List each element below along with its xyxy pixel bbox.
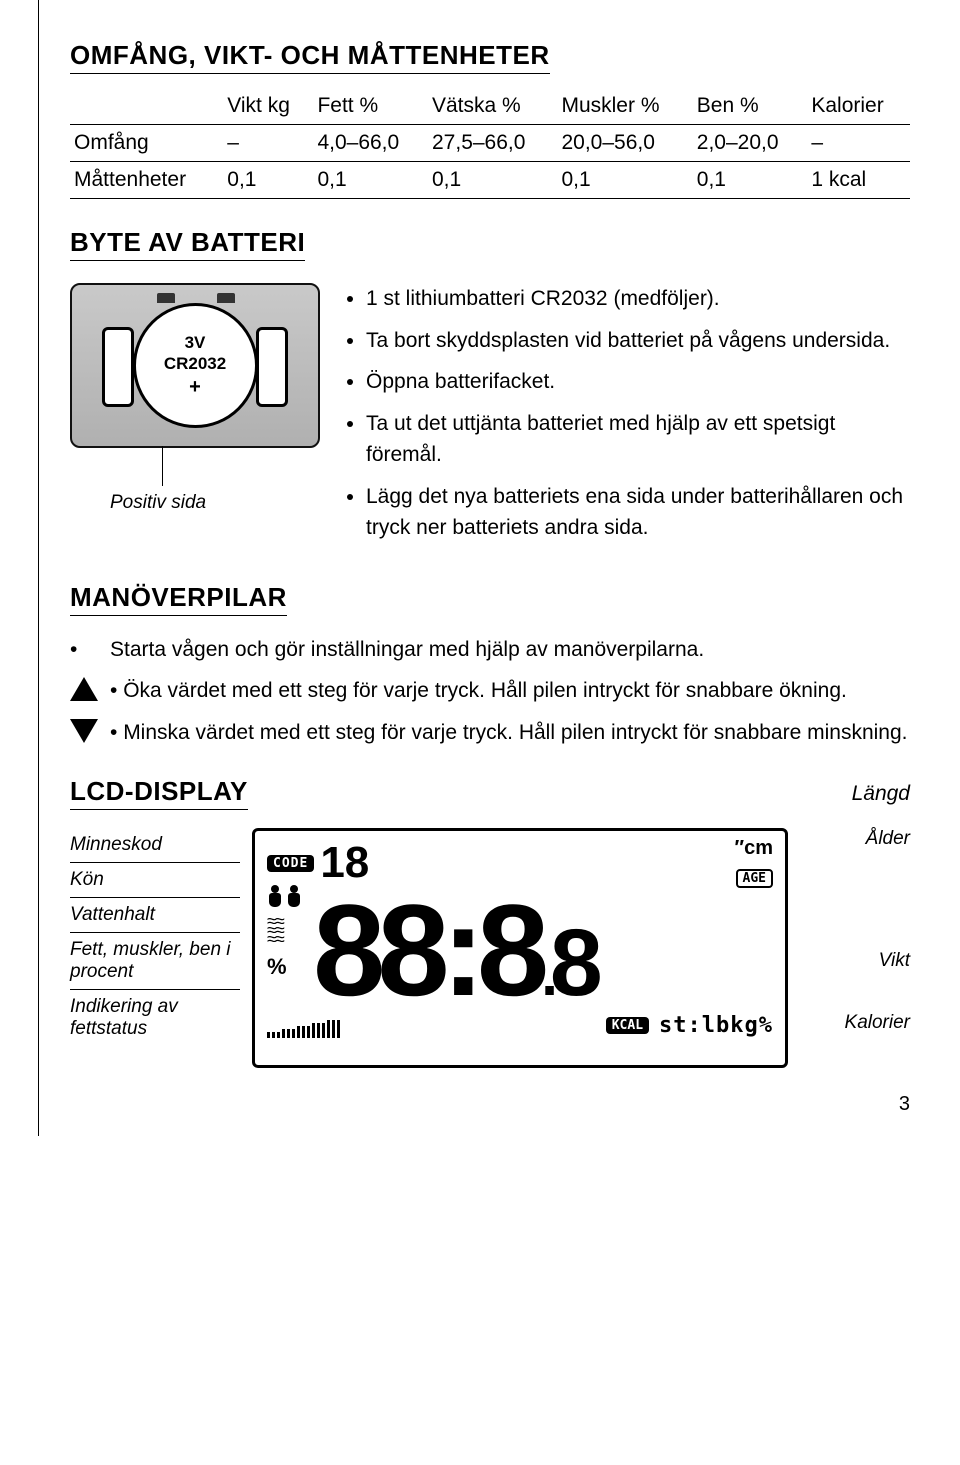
- ranges-table: Vikt kg Fett % Vätska % Muskler % Ben % …: [70, 88, 910, 199]
- battery-plus-icon: +: [189, 376, 201, 399]
- col-ben: Ben %: [693, 88, 808, 125]
- percent-icon: %: [267, 954, 302, 980]
- arrows-intro: Starta vågen och gör inställningar med h…: [110, 634, 704, 666]
- section-title-battery: BYTE AV BATTERI: [70, 227, 305, 261]
- section-battery: BYTE AV BATTERI 3V CR2032 + Positiv sida…: [70, 227, 910, 554]
- gender-icon: [267, 885, 302, 907]
- water-icon: ≈≈≈≈≈≈: [267, 917, 302, 944]
- lcd-label-fettstatus: Indikering av fettstatus: [70, 989, 240, 1046]
- battery-box: 3V CR2032 +: [70, 283, 320, 448]
- battery-voltage: 3V: [185, 333, 206, 352]
- arrow-down-icon: [70, 719, 98, 743]
- battery-bullet: Ta bort skyddsplasten vid batteriet på v…: [366, 325, 910, 357]
- fat-status-bar-icon: [267, 1020, 340, 1038]
- lcd-left-labels: Minneskod Kön Vattenhalt Fett, muskler, …: [70, 828, 240, 1046]
- col-muskler: Muskler %: [557, 88, 692, 125]
- battery-bullet: Lägg det nya batteriets ena sida under b…: [366, 481, 910, 544]
- lcd-label-kalorier: Kalorier: [800, 1012, 910, 1034]
- battery-caption: Positiv sida: [110, 492, 320, 514]
- lcd-units: st:lbkg%: [659, 1013, 773, 1038]
- arrow-up-icon: [70, 677, 98, 701]
- section-lcd: LCD-DISPLAY Längd Minneskod Kön Vattenha…: [70, 776, 910, 1068]
- lcd-side-icons: ≈≈≈≈≈≈ %: [267, 885, 302, 980]
- section-title-arrows: MANÖVERPILAR: [70, 582, 287, 616]
- callout-line: [162, 446, 163, 486]
- lcd-display: ″cm CODE 18 AGE ≈≈≈≈≈≈ % 88:8.8: [252, 828, 788, 1068]
- lcd-label-vikt: Vikt: [800, 950, 910, 972]
- battery-bullet: Öppna batterifacket.: [366, 366, 910, 398]
- battery-bullets: 1 st lithiumbatteri CR2032 (medföljer). …: [348, 283, 910, 554]
- lcd-kcal-badge: KCAL: [606, 1017, 649, 1034]
- section-ranges: OMFÅNG, VIKT- OCH MÅTTENHETER Vikt kg Fe…: [70, 40, 910, 199]
- page-number: 3: [899, 1093, 910, 1116]
- battery-bullet: Ta ut det uttjänta batteriet med hjälp a…: [366, 408, 910, 471]
- col-fett: Fett %: [313, 88, 428, 125]
- section-title-ranges: OMFÅNG, VIKT- OCH MÅTTENHETER: [70, 40, 550, 74]
- battery-clip-left: [102, 327, 134, 407]
- lcd-label-kon: Kön: [70, 862, 240, 897]
- lcd-code-badge: CODE: [267, 855, 314, 872]
- col-vatska: Vätska %: [428, 88, 557, 125]
- lcd-label-procent: Fett, muskler, ben i procent: [70, 932, 240, 989]
- row-mattenheter: Måttenheter 0,1 0,1 0,1 0,1 0,1 1 kcal: [70, 162, 910, 199]
- lcd-label-minneskod: Minneskod: [70, 828, 240, 862]
- battery-coin-icon: 3V CR2032 +: [133, 303, 258, 428]
- lcd-label-alder: Ålder: [800, 828, 910, 850]
- lcd-cm-mark: ″cm: [735, 837, 774, 860]
- lcd-age-badge: AGE: [736, 869, 773, 888]
- col-kalorier: Kalorier: [807, 88, 910, 125]
- lcd-label-vattenhalt: Vattenhalt: [70, 897, 240, 932]
- battery-figure: 3V CR2032 + Positiv sida: [70, 283, 320, 514]
- row-omfang: Omfång – 4,0–66,0 27,5–66,0 20,0–56,0 2,…: [70, 125, 910, 162]
- lcd-label-langd: Längd: [852, 782, 910, 806]
- arrow-down-text: Minska värdet med ett steg för varje try…: [123, 721, 907, 744]
- col-vikt: Vikt kg: [223, 88, 313, 125]
- lcd-main-digits: 88:8.8: [313, 892, 595, 1009]
- battery-bullet: 1 st lithiumbatteri CR2032 (medföljer).: [366, 283, 910, 315]
- section-title-lcd: LCD-DISPLAY: [70, 776, 248, 810]
- battery-clip-right: [256, 327, 288, 407]
- section-arrows: MANÖVERPILAR • Starta vågen och gör inst…: [70, 582, 910, 749]
- col-blank: [70, 88, 223, 125]
- battery-model: CR2032: [164, 354, 226, 373]
- arrow-up-text: Öka värdet med ett steg för varje tryck.…: [123, 679, 847, 702]
- lcd-right-labels: Ålder Vikt Kalorier: [800, 828, 910, 1034]
